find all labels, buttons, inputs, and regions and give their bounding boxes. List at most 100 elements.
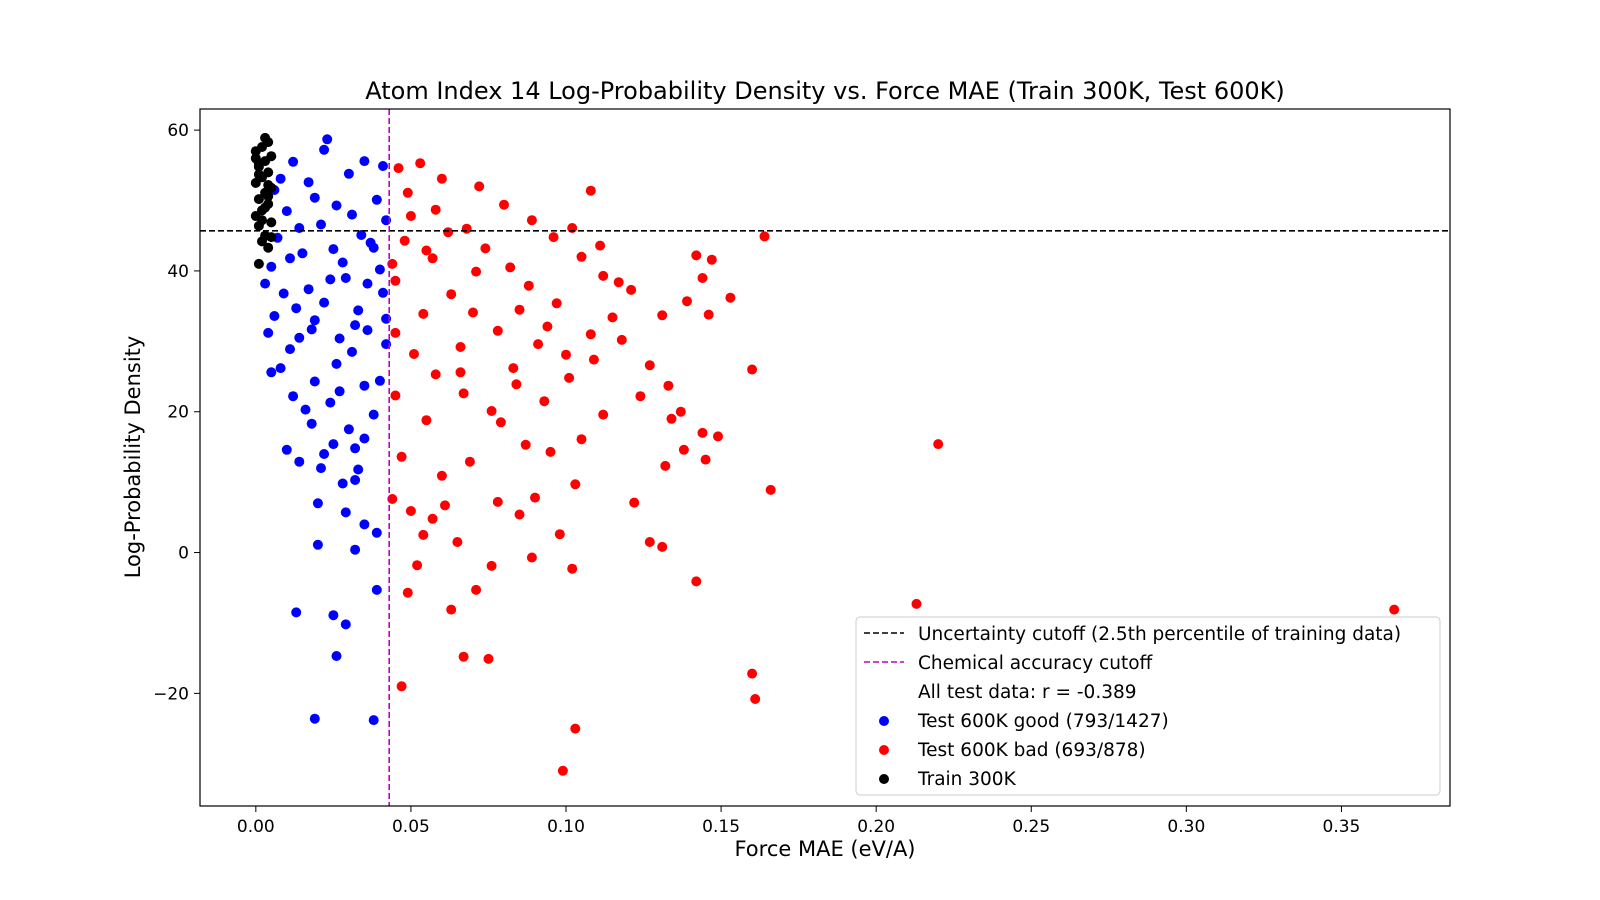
good-point-36 xyxy=(374,375,385,386)
train-point-0 xyxy=(253,258,264,269)
bad-point-21 xyxy=(700,454,711,465)
bad-point-9 xyxy=(570,723,581,734)
good-point-20 xyxy=(350,443,361,454)
good-point-23 xyxy=(343,424,354,435)
bad-point-31 xyxy=(657,310,668,321)
bad-point-63 xyxy=(464,456,475,467)
legend-correlation-note: All test data: r = -0.389 xyxy=(918,682,1137,703)
legend-train-label: Train 300K xyxy=(917,769,1017,790)
good-point-79 xyxy=(319,297,330,308)
bad-point-60 xyxy=(545,446,556,457)
good-point-27 xyxy=(368,409,379,420)
bad-point-35 xyxy=(585,185,596,196)
good-point-13 xyxy=(337,478,348,489)
good-point-35 xyxy=(331,358,342,369)
bad-point-4 xyxy=(759,231,770,242)
points-layer xyxy=(250,132,1400,776)
x-tick-label-7: 0.35 xyxy=(1323,817,1361,837)
bad-point-13 xyxy=(691,576,702,587)
bad-point-20 xyxy=(660,460,671,471)
x-tick-label-3: 0.15 xyxy=(702,817,740,837)
legend-chemical-label: Chemical accuracy cutoff xyxy=(918,653,1154,674)
reference-lines-layer xyxy=(200,109,1450,806)
good-point-17 xyxy=(294,456,305,467)
good-point-3 xyxy=(291,607,302,618)
bad-point-36 xyxy=(595,240,606,251)
good-point-2 xyxy=(331,651,342,661)
bad-point-100 xyxy=(564,372,575,383)
bad-point-38 xyxy=(446,604,457,615)
x-tick-label-5: 0.25 xyxy=(1012,817,1050,837)
bad-point-69 xyxy=(508,363,519,374)
bad-point-73 xyxy=(607,312,618,323)
good-point-54 xyxy=(316,219,326,230)
good-point-14 xyxy=(350,475,361,485)
train-point-17 xyxy=(266,151,277,162)
good-point-83 xyxy=(334,333,345,344)
bad-point-29 xyxy=(682,296,692,307)
legend-bad-label: Test 600K bad (693/878) xyxy=(917,740,1146,761)
good-point-50 xyxy=(297,248,308,259)
bad-point-71 xyxy=(561,349,571,360)
good-point-15 xyxy=(353,464,364,475)
bad-point-89 xyxy=(598,270,609,281)
bad-point-104 xyxy=(427,253,438,264)
bad-point-42 xyxy=(486,560,497,571)
good-point-46 xyxy=(325,274,336,285)
good-point-11 xyxy=(340,507,351,518)
good-point-68 xyxy=(275,173,286,184)
good-point-12 xyxy=(312,498,323,509)
bad-point-25 xyxy=(691,250,702,261)
bad-point-81 xyxy=(393,163,404,174)
bad-point-54 xyxy=(644,360,655,371)
bad-point-40 xyxy=(412,560,423,571)
bad-point-47 xyxy=(405,506,416,516)
legend-train-marker-icon xyxy=(879,774,889,784)
y-tick-label-1: 40 xyxy=(167,262,189,282)
good-point-28 xyxy=(288,391,299,402)
legend-bad-marker-icon xyxy=(879,745,889,755)
bad-point-70 xyxy=(533,339,544,350)
good-point-70 xyxy=(347,209,357,220)
bad-point-65 xyxy=(396,451,407,462)
bad-point-72 xyxy=(585,329,596,340)
bad-point-12 xyxy=(458,651,469,662)
good-point-74 xyxy=(285,253,295,264)
bad-point-32 xyxy=(616,334,627,345)
bad-point-7 xyxy=(750,694,761,704)
good-point-37 xyxy=(263,327,274,338)
train-point-5 xyxy=(266,217,277,228)
bad-point-56 xyxy=(663,380,674,391)
bad-point-34 xyxy=(613,277,624,288)
good-point-42 xyxy=(362,325,373,336)
bad-point-78 xyxy=(461,223,472,234)
bad-point-58 xyxy=(598,409,609,420)
good-point-24 xyxy=(306,418,317,429)
good-point-72 xyxy=(365,237,376,248)
bad-point-10 xyxy=(396,681,407,692)
bad-point-64 xyxy=(436,470,447,481)
good-point-41 xyxy=(309,315,320,326)
x-axis-label: Force MAE (eV/A) xyxy=(734,837,915,861)
good-point-61 xyxy=(303,177,314,188)
bad-point-55 xyxy=(635,391,646,402)
good-point-81 xyxy=(291,303,302,314)
good-point-39 xyxy=(347,346,357,357)
bad-point-1 xyxy=(911,598,922,609)
bad-point-103 xyxy=(455,342,466,352)
bad-point-59 xyxy=(576,434,587,445)
bad-point-2 xyxy=(933,439,944,450)
bad-point-49 xyxy=(492,496,503,507)
x-tick-label-1: 0.05 xyxy=(392,817,430,837)
y-axis-label: Log-Probability Density xyxy=(121,336,145,579)
chart-title: Atom Index 14 Log-Probability Density vs… xyxy=(365,77,1285,105)
good-point-5 xyxy=(340,619,351,630)
good-point-26 xyxy=(325,397,336,408)
good-point-0 xyxy=(309,713,320,724)
bad-point-79 xyxy=(430,204,441,215)
x-tick-label-4: 0.20 xyxy=(857,817,895,837)
x-tick-label-6: 0.30 xyxy=(1167,817,1205,837)
train-point-21 xyxy=(260,132,271,143)
legend: Uncertainty cutoff (2.5th percentile of … xyxy=(855,616,1441,796)
